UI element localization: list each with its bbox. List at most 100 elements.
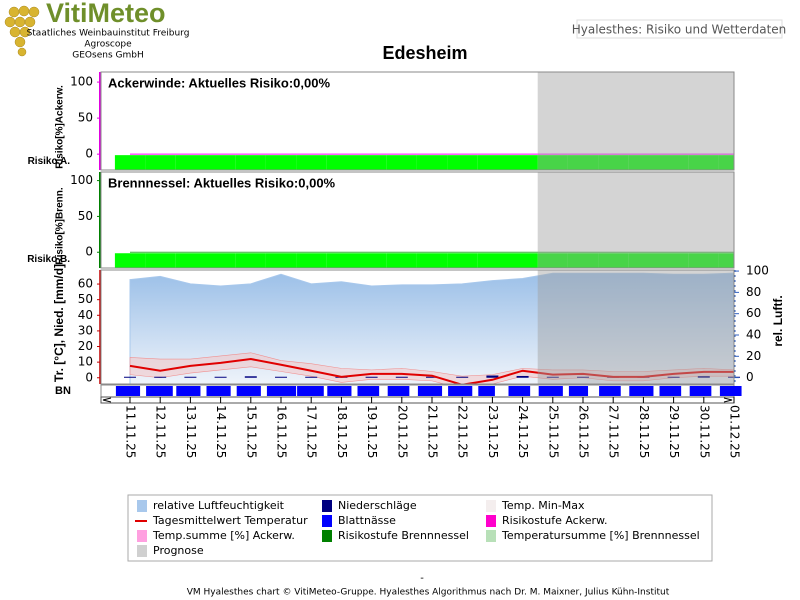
annotation: Ackerwinde: Aktuelles Risiko:0,00%: [108, 75, 330, 90]
legend-swatch: [137, 530, 147, 542]
precipitation-bar: [275, 376, 287, 378]
logo-text: VitiMeteo: [46, 0, 166, 28]
x-tick-label: 29.11.25: [667, 405, 681, 458]
precipitation-bar: [154, 376, 167, 378]
x-tick-label: 14.11.25: [214, 405, 228, 458]
x-tick-label: 18.11.25: [335, 405, 349, 458]
x-tick-label: 12.11.25: [154, 405, 168, 458]
prognose-shade: [537, 270, 734, 384]
footer-dash: -: [420, 573, 424, 584]
y2-tick-label: 40: [746, 327, 761, 341]
precipitation-bar: [214, 376, 227, 378]
precipitation-bar: [546, 376, 559, 378]
legend-swatch: [486, 500, 496, 512]
legend-label: Niederschläge: [338, 499, 417, 512]
prognose-shade: [537, 172, 734, 268]
risk-level-band: [326, 253, 357, 268]
precipitation-bar: [456, 376, 469, 378]
risk-level-band: [567, 155, 599, 170]
precipitation-bar: [305, 376, 318, 378]
leaf-wetness-block: [478, 386, 495, 396]
y-tick-label: 50: [78, 292, 93, 306]
x-tick-label: 27.11.25: [607, 405, 621, 458]
y-axis-label: Risiko[%]Ackerw.: [55, 85, 66, 169]
risk-level-band: [145, 155, 176, 170]
y-tick-label: 50: [78, 111, 93, 125]
risk-level-band: [356, 155, 387, 170]
chart-title: Edesheim: [382, 43, 467, 63]
org-line: GEOsens GmbH: [72, 51, 143, 61]
y2-tick-label: 20: [746, 349, 761, 363]
legend-label: Tagesmittelwert Temperatur: [152, 514, 308, 527]
precipitation-bar: [577, 376, 589, 378]
leaf-wetness-block: [206, 386, 231, 396]
risk-level-band: [507, 155, 538, 170]
y-tick-label: 10: [78, 355, 93, 369]
risk-level-band: [567, 253, 599, 268]
y-axis-label: Tr. [°C], Nied. [mm/d]: [52, 264, 66, 382]
risk-level-band: [326, 155, 357, 170]
legend-swatch: [137, 500, 147, 512]
x-tick-label: 15.11.25: [244, 405, 258, 458]
risk-level-band: [628, 253, 659, 268]
y-tick-label: 100: [70, 173, 93, 187]
x-tick-label: 20.11.25: [395, 405, 409, 458]
leaf-wetness-block: [146, 386, 173, 396]
leaf-wetness-block: [568, 386, 589, 396]
risk-level-band: [477, 155, 508, 170]
leaf-wetness-block: [297, 386, 324, 396]
risk-level-band: [175, 155, 206, 170]
risk-level-band: [658, 253, 689, 268]
precipitation-bar: [426, 376, 438, 378]
precipitation-bar: [395, 376, 408, 378]
risk-level-band: [145, 253, 176, 268]
precipitation-bar: [667, 376, 680, 378]
y2-tick-label: 100: [746, 264, 769, 278]
legend-label: relative Luftfeuchtigkeit: [153, 499, 285, 512]
leaf-wetness-block: [266, 386, 297, 396]
risk-level-band: [235, 155, 266, 170]
risk-level-band: [688, 155, 719, 170]
footer: VM Hyalesthes chart © VitiMeteo-Gruppe. …: [187, 588, 670, 598]
panel-frame: [100, 269, 735, 385]
y2-tick-label: 0: [746, 370, 754, 384]
temperature-line: [129, 358, 734, 386]
leaf-wetness-block: [387, 386, 410, 396]
y-tick-label: 60: [78, 277, 93, 291]
risk-level-band: [175, 253, 206, 268]
row-label: Risiko B.: [27, 254, 70, 265]
legend-swatch: [486, 530, 496, 542]
y-tick-label: 0: [85, 245, 93, 259]
strip-label: BN: [55, 385, 71, 397]
precipitation-bar: [697, 376, 710, 378]
humidity-area: [129, 272, 735, 385]
x-tick-label: 21.11.25: [426, 405, 440, 458]
risk-level-band: [537, 253, 568, 268]
org-line: Staatliches Weinbauinstitut Freiburg: [27, 29, 190, 39]
risk-level-band: [265, 253, 297, 268]
leaf-wetness-block: [448, 386, 473, 396]
x-tick-label: 16.11.25: [275, 405, 289, 458]
risk-level-band: [598, 253, 629, 268]
legend-label: Prognose: [153, 544, 204, 557]
org-line: Agroscope: [84, 40, 132, 50]
legend-label: Risikostufe Brennnessel: [338, 529, 469, 542]
x-axis-arrows: [102, 397, 733, 403]
legend-swatch: [137, 545, 147, 557]
x-tick-label: 30.11.25: [697, 405, 711, 458]
risk-level-band: [416, 155, 448, 170]
risk-level-band: [447, 253, 478, 268]
leaf-wetness-block: [629, 386, 654, 396]
y2-tick-label: 80: [746, 285, 761, 299]
precipitation-bar: [365, 376, 378, 378]
x-axis-bar: [100, 396, 735, 404]
risk-level-band: [386, 253, 417, 268]
risk-level-band: [628, 155, 659, 170]
risk-level-band: [718, 155, 734, 170]
y-tick-label: 0: [85, 370, 93, 384]
y-tick-label: 50: [78, 209, 93, 223]
risk-level-band: [296, 155, 327, 170]
legend-label: Temp.summe [%] Ackerw.: [152, 529, 295, 542]
y-tick-label: 20: [78, 339, 93, 353]
precipitation-bar: [124, 376, 136, 378]
